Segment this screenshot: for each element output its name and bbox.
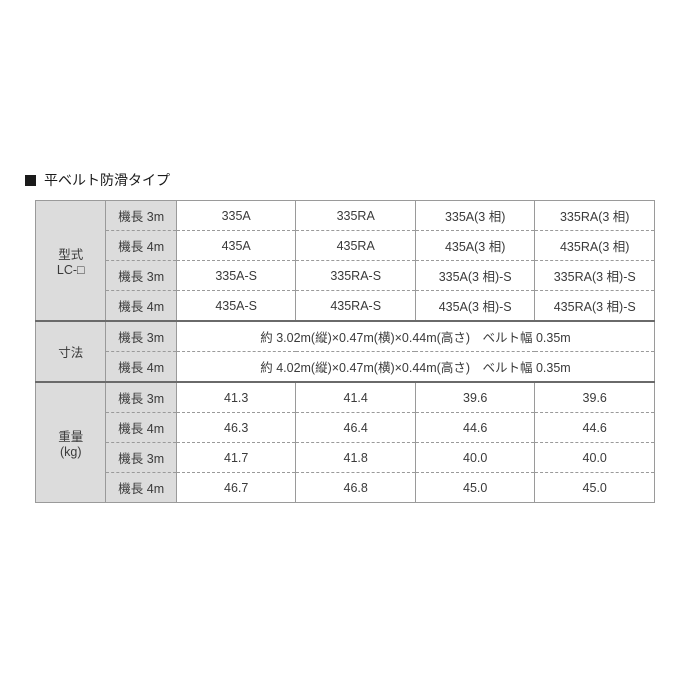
cell: 435RA(3 相)-S: [535, 291, 655, 322]
cell: 435RA(3 相): [535, 231, 655, 261]
cell: 45.0: [535, 473, 655, 503]
subcol: 機長 3m: [106, 321, 176, 352]
cell: 335RA(3 相)-S: [535, 261, 655, 291]
subcol: 機長 3m: [106, 261, 176, 291]
cell: 335A: [176, 201, 296, 231]
cell: 40.0: [535, 443, 655, 473]
subcol: 機長 4m: [106, 413, 176, 443]
subcol: 機長 4m: [106, 291, 176, 322]
subcol: 機長 3m: [106, 382, 176, 413]
cell: 41.7: [176, 443, 296, 473]
cell: 41.3: [176, 382, 296, 413]
cell: 435A(3 相): [415, 231, 535, 261]
cell: 46.3: [176, 413, 296, 443]
cell: 335A(3 相)-S: [415, 261, 535, 291]
cell: 41.8: [296, 443, 416, 473]
cell: 46.8: [296, 473, 416, 503]
cell: 435A(3 相)-S: [415, 291, 535, 322]
spec-table: 型式 LC-□ 機長 3m 335A 335RA 335A(3 相) 335RA…: [35, 200, 655, 503]
cell: 46.4: [296, 413, 416, 443]
model-header: 型式 LC-□: [36, 201, 106, 322]
cell: 435RA: [296, 231, 416, 261]
dim-header: 寸法: [36, 321, 106, 382]
square-bullet-icon: [25, 175, 36, 186]
section-title: 平ベルト防滑タイプ: [44, 170, 170, 190]
subcol: 機長 4m: [106, 473, 176, 503]
subcol: 機長 4m: [106, 231, 176, 261]
cell: 335A-S: [176, 261, 296, 291]
cell: 335RA(3 相): [535, 201, 655, 231]
section-title-row: 平ベルト防滑タイプ: [25, 170, 660, 190]
cell: 41.4: [296, 382, 416, 413]
cell: 435A-S: [176, 291, 296, 322]
subcol: 機長 3m: [106, 201, 176, 231]
subcol: 機長 3m: [106, 443, 176, 473]
cell: 335RA-S: [296, 261, 416, 291]
cell: 44.6: [535, 413, 655, 443]
cell: 39.6: [415, 382, 535, 413]
cell: 45.0: [415, 473, 535, 503]
cell: 40.0: [415, 443, 535, 473]
cell: 39.6: [535, 382, 655, 413]
weight-header: 重量 (kg): [36, 382, 106, 503]
cell: 46.7: [176, 473, 296, 503]
cell: 335A(3 相): [415, 201, 535, 231]
cell: 335RA: [296, 201, 416, 231]
dim-cell: 約 3.02m(縦)×0.47m(横)×0.44m(高さ) ベルト幅 0.35m: [176, 321, 654, 352]
cell: 435A: [176, 231, 296, 261]
cell: 435RA-S: [296, 291, 416, 322]
dim-cell: 約 4.02m(縦)×0.47m(横)×0.44m(高さ) ベルト幅 0.35m: [176, 352, 654, 383]
subcol: 機長 4m: [106, 352, 176, 383]
cell: 44.6: [415, 413, 535, 443]
